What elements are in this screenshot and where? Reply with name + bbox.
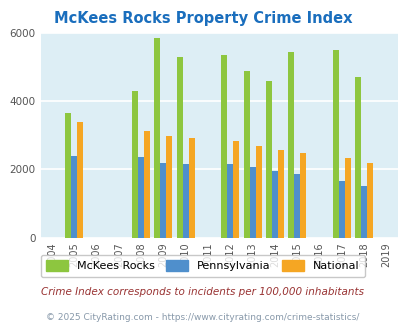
Bar [221, 55, 227, 238]
Bar [188, 138, 194, 238]
Bar [138, 157, 144, 238]
Legend: McKees Rocks, Pennsylvania, National: McKees Rocks, Pennsylvania, National [40, 255, 364, 277]
Bar [367, 163, 373, 238]
Bar [338, 181, 344, 238]
Bar [227, 164, 233, 238]
Bar [182, 164, 188, 238]
Bar [154, 38, 160, 238]
Bar [249, 167, 255, 238]
Bar [265, 81, 271, 238]
Bar [344, 158, 350, 238]
Bar [160, 163, 166, 238]
Bar [71, 156, 77, 238]
Text: McKees Rocks Property Crime Index: McKees Rocks Property Crime Index [53, 11, 352, 26]
Bar [360, 186, 367, 238]
Bar [166, 136, 172, 238]
Text: © 2025 CityRating.com - https://www.cityrating.com/crime-statistics/: © 2025 CityRating.com - https://www.city… [46, 313, 359, 322]
Bar [288, 52, 294, 238]
Bar [294, 174, 300, 238]
Bar [277, 149, 284, 238]
Text: Crime Index corresponds to incidents per 100,000 inhabitants: Crime Index corresponds to incidents per… [41, 287, 364, 297]
Bar [354, 77, 360, 238]
Bar [300, 153, 306, 238]
Bar [271, 171, 277, 238]
Bar [176, 57, 182, 238]
Bar [65, 113, 71, 238]
Bar [77, 122, 83, 238]
Bar [144, 131, 150, 238]
Bar [243, 71, 249, 238]
Bar [233, 142, 239, 238]
Bar [255, 146, 261, 238]
Bar [332, 50, 338, 238]
Bar [132, 91, 138, 238]
